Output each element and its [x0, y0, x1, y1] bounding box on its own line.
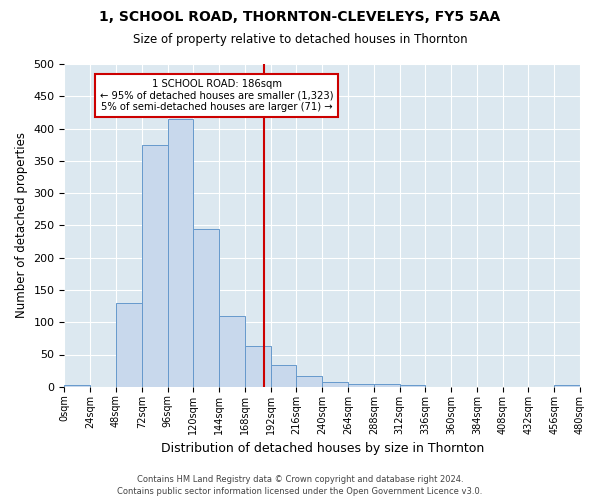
Bar: [554, 385, 580, 387]
Bar: [219, 316, 245, 387]
Bar: [64, 385, 90, 387]
Bar: [116, 303, 142, 387]
Text: Contains HM Land Registry data © Crown copyright and database right 2024.: Contains HM Land Registry data © Crown c…: [137, 475, 463, 484]
Y-axis label: Number of detached properties: Number of detached properties: [15, 132, 28, 318]
Bar: [142, 144, 167, 387]
Bar: [348, 384, 374, 387]
X-axis label: Distribution of detached houses by size in Thornton: Distribution of detached houses by size …: [161, 442, 484, 455]
Bar: [322, 382, 348, 387]
Bar: [193, 228, 219, 387]
Text: 1, SCHOOL ROAD, THORNTON-CLEVELEYS, FY5 5AA: 1, SCHOOL ROAD, THORNTON-CLEVELEYS, FY5 …: [100, 10, 500, 24]
Bar: [271, 366, 296, 387]
Text: 1 SCHOOL ROAD: 186sqm
← 95% of detached houses are smaller (1,323)
5% of semi-de: 1 SCHOOL ROAD: 186sqm ← 95% of detached …: [100, 78, 333, 112]
Bar: [296, 376, 322, 387]
Bar: [400, 386, 425, 387]
Bar: [167, 119, 193, 387]
Text: Size of property relative to detached houses in Thornton: Size of property relative to detached ho…: [133, 32, 467, 46]
Text: Contains public sector information licensed under the Open Government Licence v3: Contains public sector information licen…: [118, 487, 482, 496]
Bar: [374, 384, 400, 387]
Bar: [245, 346, 271, 387]
